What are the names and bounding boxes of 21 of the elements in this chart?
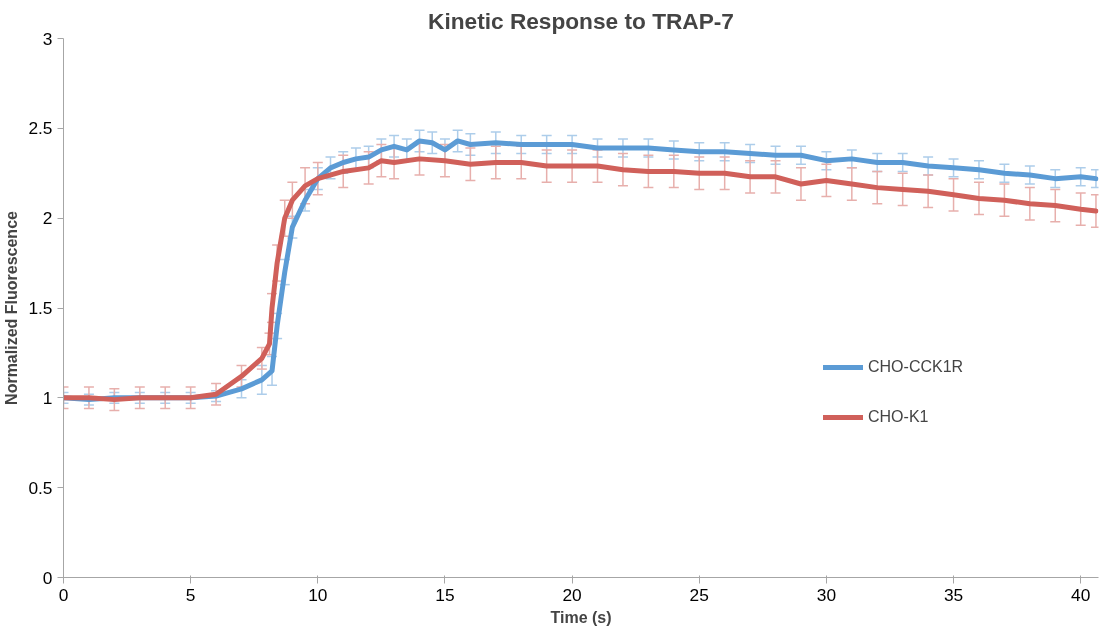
x-tick-label: 10 [308,584,328,605]
chart-title: Kinetic Response to TRAP-7 [428,7,734,34]
x-tick-label: 40 [1071,584,1091,605]
x-tick-label: 5 [185,584,196,605]
y-tick-label: 0.5 [28,477,53,498]
legend-label: CHO-K1 [868,408,929,426]
y-tick-label: 1 [42,387,53,408]
x-tick-label: 0 [58,584,69,605]
y-tick-label: 3 [42,28,53,49]
x-tick-label: 30 [816,584,837,605]
x-tick-label: 20 [562,584,582,605]
x-tick-label: 35 [943,584,964,605]
legend-label: CHO-CCK1R [868,358,964,376]
y-tick-label: 2.5 [28,118,53,139]
y-axis-title: Normalized Fluorescence [3,210,21,405]
x-axis-title: Time (s) [550,608,612,626]
x-tick-label: 15 [435,584,455,605]
x-tick-label: 25 [689,584,709,605]
y-tick-label: 1.5 [28,298,53,318]
y-tick-label: 2 [42,208,53,229]
y-tick-label: 0 [42,567,53,588]
